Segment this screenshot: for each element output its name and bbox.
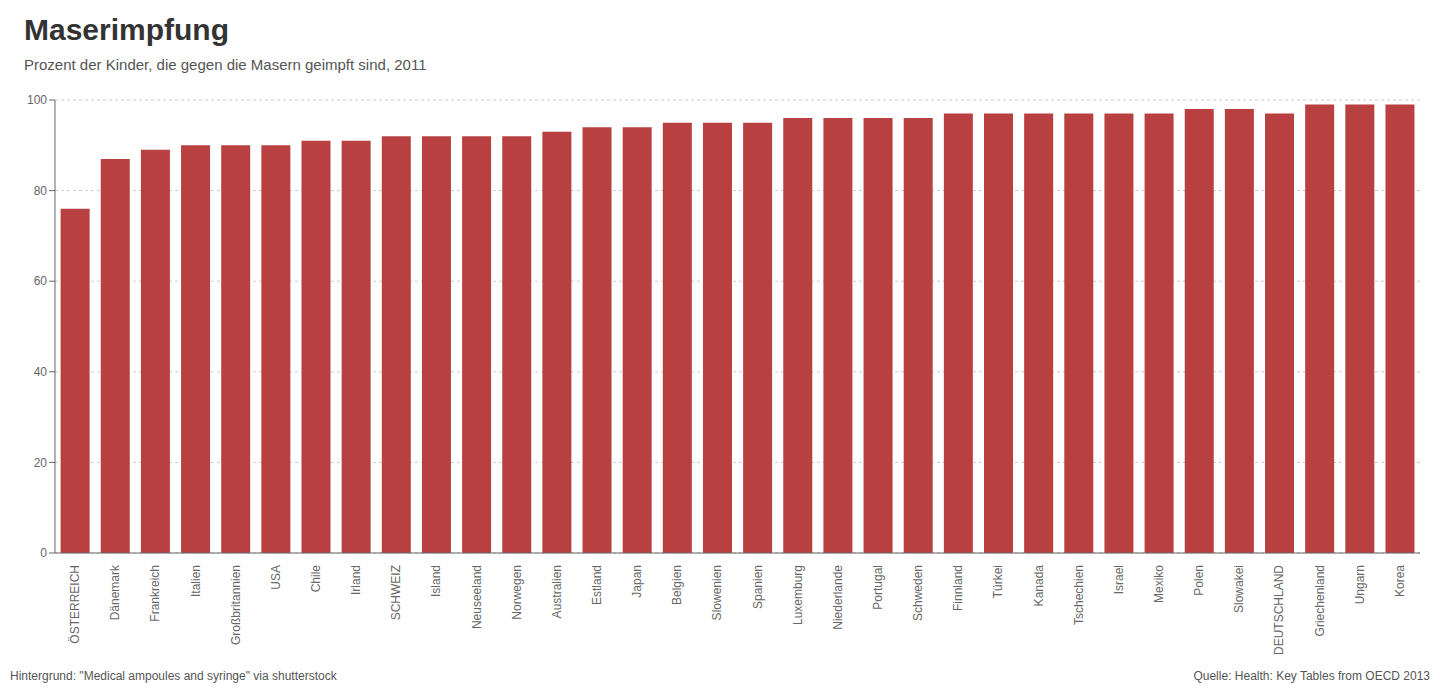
svg-text:Portugal: Portugal <box>871 565 885 610</box>
svg-text:USA: USA <box>269 565 283 590</box>
svg-text:Chile: Chile <box>309 565 323 593</box>
svg-text:Kanada: Kanada <box>1032 565 1046 607</box>
svg-text:80: 80 <box>34 184 48 198</box>
svg-text:Irland: Irland <box>349 565 363 595</box>
svg-text:Estland: Estland <box>590 565 604 605</box>
svg-text:SCHWEIZ: SCHWEIZ <box>389 565 403 620</box>
svg-text:Tschechien: Tschechien <box>1072 565 1086 625</box>
svg-text:Niederlande: Niederlande <box>831 565 845 630</box>
svg-text:Polen: Polen <box>1192 565 1206 596</box>
svg-text:ÖSTERREICH: ÖSTERREICH <box>68 565 82 644</box>
svg-text:Slowakei: Slowakei <box>1232 565 1246 613</box>
svg-text:Italien: Italien <box>189 565 203 597</box>
html-text:Quelle: Health: Key Tables fro: Quelle: Health: Key Tables from OECD 201… <box>1193 669 1430 683</box>
svg-text:Luxemburg: Luxemburg <box>791 565 805 625</box>
svg-text:Spanien: Spanien <box>751 565 765 609</box>
svg-text:Türkei: Türkei <box>991 565 1005 598</box>
svg-text:Großbritannien: Großbritannien <box>229 565 243 645</box>
svg-text:60: 60 <box>34 274 48 288</box>
svg-text:DEUTSCHLAND: DEUTSCHLAND <box>1272 565 1286 655</box>
svg-text:40: 40 <box>34 365 48 379</box>
svg-text:Norwegen: Norwegen <box>510 565 524 620</box>
svg-text:Mexiko: Mexiko <box>1152 565 1166 603</box>
svg-text:Ungarn: Ungarn <box>1353 565 1367 604</box>
html-text:Hintergrund: "Medical ampoules: Hintergrund: "Medical ampoules and syrin… <box>10 669 337 683</box>
svg-text:Australien: Australien <box>550 565 564 618</box>
svg-text:Island: Island <box>429 565 443 597</box>
svg-text:Neuseeland: Neuseeland <box>470 565 484 629</box>
svg-text:Japan: Japan <box>630 565 644 598</box>
svg-text:0: 0 <box>40 546 47 560</box>
svg-text:Frankreich: Frankreich <box>148 565 162 622</box>
svg-text:Korea: Korea <box>1393 565 1407 597</box>
html-text:Maserimpfung: Maserimpfung <box>24 13 229 46</box>
svg-text:Schweden: Schweden <box>911 565 925 621</box>
svg-text:Slowenien: Slowenien <box>710 565 724 620</box>
svg-text:100: 100 <box>27 93 47 107</box>
svg-text:Griechenland: Griechenland <box>1313 565 1327 636</box>
svg-text:Israel: Israel <box>1112 565 1126 594</box>
html-text:Prozent der Kinder, die gegen: Prozent der Kinder, die gegen die Masern… <box>24 56 427 73</box>
svg-text:Belgien: Belgien <box>670 565 684 605</box>
svg-text:Finnland: Finnland <box>951 565 965 611</box>
svg-text:20: 20 <box>34 456 48 470</box>
svg-text:Dänemark: Dänemark <box>108 564 122 620</box>
